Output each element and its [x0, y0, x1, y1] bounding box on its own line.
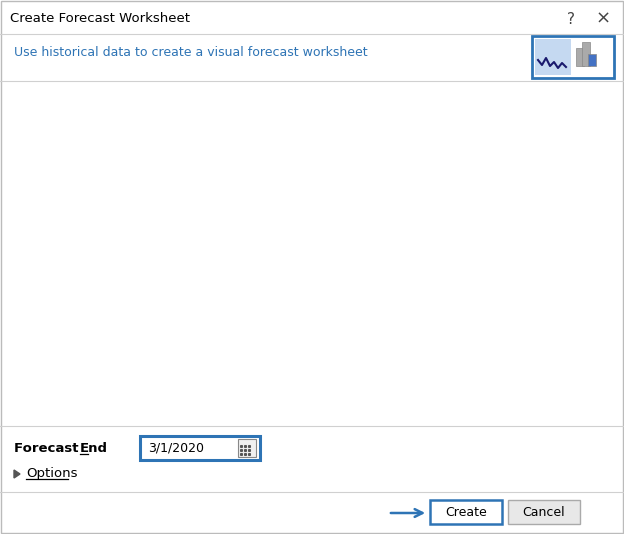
- Text: ?: ?: [567, 12, 575, 27]
- FancyBboxPatch shape: [535, 39, 571, 75]
- Text: Create Forecast Worksheet: Create Forecast Worksheet: [10, 12, 190, 26]
- FancyBboxPatch shape: [238, 439, 256, 457]
- FancyBboxPatch shape: [508, 500, 580, 524]
- Text: End: End: [80, 442, 108, 454]
- Legend: Sales, Forecast(Sales), Lower Confidence Bound(Sales), Upper Confidence Bound(Sa: Sales, Forecast(Sales), Lower Confidence…: [54, 478, 551, 487]
- Text: Cancel: Cancel: [523, 506, 565, 519]
- FancyBboxPatch shape: [582, 42, 590, 66]
- FancyBboxPatch shape: [140, 436, 260, 460]
- FancyBboxPatch shape: [532, 36, 614, 78]
- Text: Options: Options: [26, 467, 77, 481]
- Text: ×: ×: [595, 10, 610, 28]
- FancyBboxPatch shape: [430, 500, 502, 524]
- FancyArrowPatch shape: [391, 509, 422, 517]
- Text: Use historical data to create a visual forecast worksheet: Use historical data to create a visual f…: [14, 45, 368, 59]
- FancyBboxPatch shape: [588, 54, 596, 66]
- Polygon shape: [14, 470, 20, 478]
- Text: Create: Create: [445, 506, 487, 519]
- FancyBboxPatch shape: [576, 48, 584, 66]
- Text: 3/1/2020: 3/1/2020: [148, 442, 204, 454]
- Text: Forecast: Forecast: [14, 442, 83, 454]
